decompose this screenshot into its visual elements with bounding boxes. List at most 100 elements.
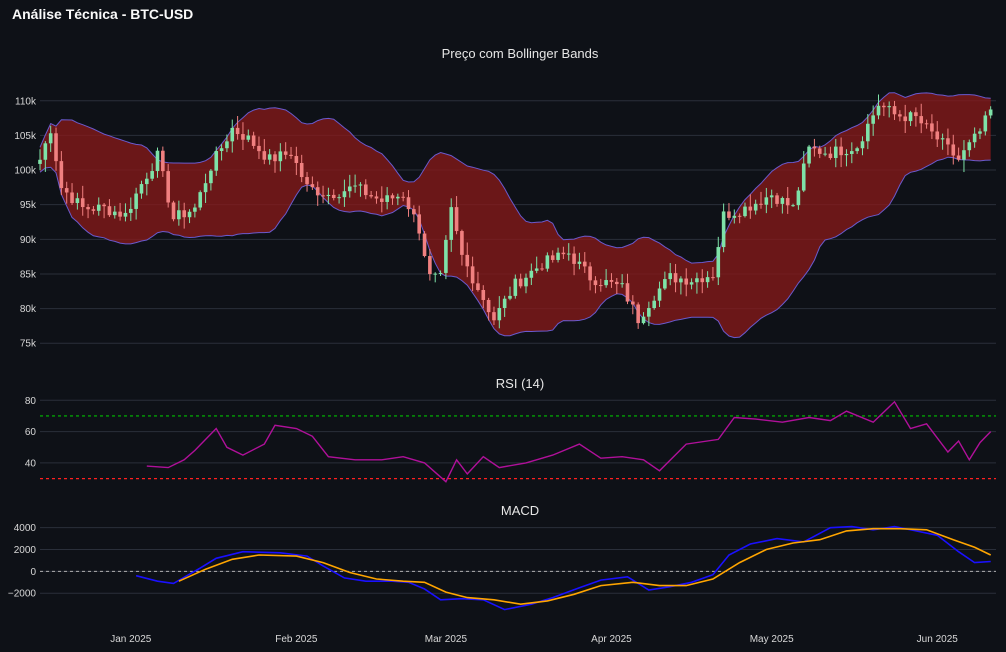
candle-body [91,209,96,211]
candle-body [732,215,737,218]
candle-body [956,155,961,160]
candle-body [107,206,112,216]
candle-body [187,211,192,218]
rsi-y-tick-label: 40 [25,458,37,469]
rsi-y-tick-label: 80 [25,396,37,407]
candle-body [604,280,608,286]
candle-body [988,109,993,116]
candle-body [492,312,496,321]
candle-body [679,278,683,283]
candle-body [278,151,283,162]
candle-body [668,273,673,280]
price-panel-title: Preço com Bollinger Bands [442,46,599,61]
rsi-panel: 40 60 80 [25,396,996,483]
candle-body [433,273,438,275]
candle-body [369,195,373,197]
candle-body [812,146,817,149]
candle-body [171,202,176,220]
candle-body [737,215,742,217]
candle-body [438,272,443,274]
candle-body [294,156,299,163]
candle-body [465,254,470,267]
candle-body [935,131,940,140]
candle-body [86,207,90,210]
candle-body [769,195,774,198]
x-tick-label: Feb 2025 [275,634,318,645]
candle-body [791,205,795,207]
candle-body [983,115,988,132]
candle-body [385,195,389,202]
candle-body [246,135,251,140]
rsi-panel-title: RSI (14) [496,376,544,391]
candle-body [663,279,667,289]
candle-body [267,154,272,160]
candle-body [128,208,133,213]
price-y-tick-label: 105k [14,131,37,142]
macd-panel-title: MACD [501,503,539,518]
candle-body [182,210,187,218]
candle-body [209,170,213,184]
candle-body [48,133,53,144]
candle-body [641,316,646,324]
candle-body [80,198,85,208]
candle-body [257,145,261,152]
candle-body [315,187,320,196]
macd-panel: −2000 0 2000 4000 [8,523,996,611]
candle-body [817,148,822,154]
candle-body [748,206,753,211]
candle-body [326,194,331,197]
price-panel: 75k 80k 85k 90k 95k 100k 105k 110k [14,92,996,350]
candle-body [785,198,790,206]
macd-y-tick-label: −2000 [8,589,37,600]
app-title: Análise Técnica - BTC-USD [12,6,194,22]
candle-body [898,114,902,117]
candle-body [59,161,64,189]
candle-body [134,193,138,209]
candle-body [860,141,865,149]
candle-body [801,163,806,191]
candle-body [620,283,624,285]
candle-body [513,278,518,296]
candle-body [64,188,69,193]
candle-body [214,151,219,171]
macd-y-tick-label: 4000 [14,523,37,534]
x-tick-label: May 2025 [750,634,794,645]
candle-body [540,268,544,270]
candle-body [481,290,486,300]
candle-body [476,283,480,291]
price-y-tick-label: 80k [20,304,37,315]
candle-body [417,214,421,234]
candle-body [508,295,512,299]
candle-body [502,298,507,308]
candle-body [118,211,122,217]
candle-body [887,106,891,108]
candle-body [946,138,950,145]
candle-body [759,203,763,205]
candle-body [711,277,715,279]
candle-body [534,268,539,271]
candle-body [582,261,587,267]
candle-body [764,197,769,205]
candle-body [882,105,886,108]
candle-body [828,153,833,159]
candle-body [700,278,705,283]
candle-body [310,184,315,188]
price-y-tick-label: 75k [20,339,37,350]
candle-body [251,135,256,146]
candle-body [978,131,982,134]
candle-body [38,159,42,164]
candle-body [636,304,640,324]
candle-body [396,196,400,199]
candle-body [406,197,411,210]
signal-line [178,527,992,606]
candle-body [593,280,598,286]
candle-body [705,277,710,283]
macd-line [135,525,991,611]
candle-body [54,133,58,162]
candle-body [219,148,224,152]
candle-body [556,252,560,260]
candle-body [390,195,395,199]
price-y-tick-label: 85k [20,269,37,280]
candle-body [374,196,379,199]
candle-body [631,301,635,305]
